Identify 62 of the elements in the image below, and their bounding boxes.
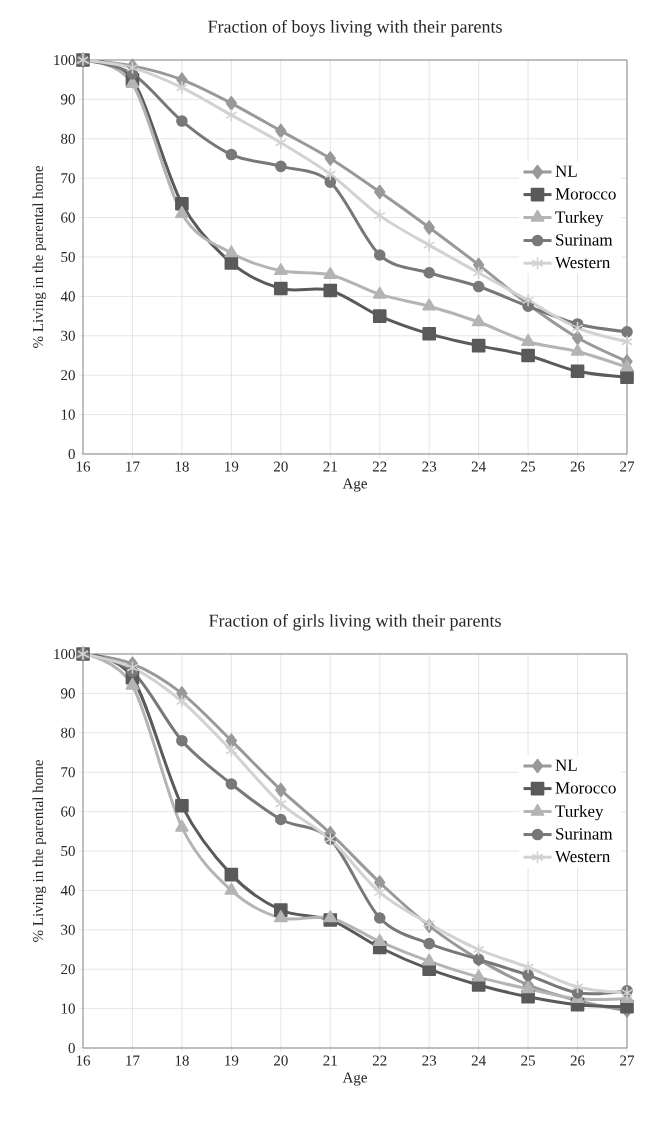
- legend-label: Surinam: [556, 234, 613, 246]
- y-tick-label: 10: [61, 409, 75, 420]
- x-tick-label: 27: [620, 1055, 635, 1066]
- x-tick-label: 23: [422, 1055, 437, 1066]
- x-tick-label: 20: [273, 461, 288, 472]
- x-tick-label: 22: [372, 461, 387, 472]
- legend-label: Morocco: [555, 782, 616, 794]
- y-tick-label: 70: [61, 173, 75, 184]
- x-tick-label: 21: [323, 1055, 337, 1066]
- y-tick-label: 20: [61, 370, 75, 381]
- y-tick-label: 90: [60, 688, 75, 699]
- x-tick-label: 18: [175, 1055, 189, 1066]
- x-tick-label: 27: [620, 461, 635, 472]
- y-tick-label: 20: [61, 964, 75, 975]
- y-tick-label: 50: [61, 251, 75, 263]
- chart-title: Fraction of girls living with their parents: [209, 613, 501, 631]
- x-tick-label: 22: [372, 1055, 387, 1066]
- y-tick-label: 0: [68, 1042, 75, 1054]
- y-tick-label: 40: [60, 885, 75, 896]
- y-tick-label: 90: [60, 94, 75, 105]
- y-tick-label: 60: [61, 212, 75, 223]
- x-tick-label: 17: [126, 461, 140, 472]
- y-axis-title: % Living in the parental home: [32, 760, 47, 942]
- y-tick-label: 40: [60, 291, 75, 302]
- x-tick-label: 17: [126, 1055, 140, 1066]
- x-tick-label: 26: [570, 1055, 585, 1066]
- y-tick-label: 100: [54, 648, 75, 660]
- x-tick-label: 16: [76, 1055, 91, 1066]
- y-tick-label: 50: [61, 845, 75, 857]
- x-tick-label: 24: [471, 1055, 486, 1066]
- legend-label: Morocco: [555, 188, 616, 200]
- y-tick-label: 60: [61, 806, 75, 817]
- legend-label: NL: [555, 165, 577, 177]
- x-tick-label: 18: [175, 461, 189, 472]
- x-tick-label: 21: [323, 461, 337, 472]
- x-tick-label: 19: [225, 1055, 239, 1066]
- x-tick-label: 25: [521, 461, 536, 472]
- legend-label: Western: [555, 850, 611, 863]
- x-tick-label: 20: [273, 1055, 288, 1066]
- y-tick-label: 0: [68, 448, 75, 460]
- legend-label: Turkey: [555, 210, 604, 227]
- y-tick-label: 30: [61, 330, 75, 341]
- y-axis-title: % Living in the parental home: [32, 166, 47, 348]
- y-tick-label: 70: [61, 767, 75, 778]
- legend-label: Surinam: [556, 828, 613, 840]
- x-tick-label: 25: [521, 1055, 536, 1066]
- legend-label: Turkey: [555, 804, 604, 821]
- y-tick-label: 10: [61, 1003, 75, 1014]
- x-axis-title: Age: [342, 478, 367, 492]
- legend-label: NL: [555, 759, 577, 771]
- x-tick-label: 24: [471, 461, 486, 472]
- x-tick-label: 26: [570, 461, 585, 472]
- y-tick-label: 100: [54, 54, 75, 66]
- y-tick-label: 80: [61, 133, 75, 144]
- x-axis-title: Age: [342, 1072, 367, 1086]
- x-tick-label: 19: [225, 461, 239, 472]
- y-tick-label: 80: [61, 727, 75, 738]
- x-tick-label: 16: [76, 461, 91, 472]
- x-tick-label: 23: [422, 461, 437, 472]
- legend-label: Western: [555, 256, 611, 269]
- chart-title: Fraction of boys living with their parents: [208, 19, 502, 37]
- y-tick-label: 30: [61, 924, 75, 935]
